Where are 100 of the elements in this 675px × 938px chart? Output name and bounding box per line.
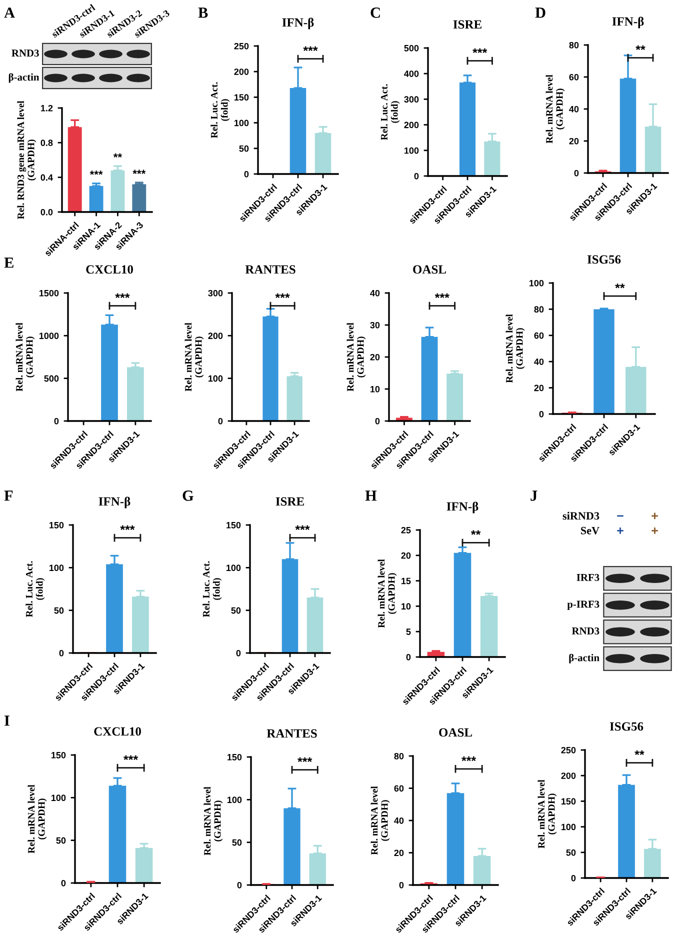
text: H [365, 490, 377, 501]
y-axis-title: Rel. mRNA level (GAPDH) [184, 322, 204, 392]
y-tick-label: 50 [54, 607, 64, 614]
annotation: *** [298, 757, 312, 762]
category-label: RND3 [12, 50, 39, 57]
y-tick-label: 5 [406, 628, 411, 635]
text: + [652, 527, 658, 534]
y-tick-label: 200 [404, 122, 419, 128]
y-tick-label: 0 [571, 874, 576, 882]
y-tick-label: 100 [227, 796, 242, 804]
y-tick-label: 100 [404, 147, 419, 154]
y-tick-label: 80 [569, 42, 579, 48]
y-tick-label: 0 [375, 418, 380, 424]
y-tick-label: 250 [234, 42, 249, 50]
y-tick-label: 500 [44, 375, 59, 382]
chart-title: ISRE [276, 497, 304, 506]
annotation: ** [634, 750, 644, 755]
y-axis-title: Rel. mRNA level (GAPDH) [538, 780, 557, 848]
text: D [535, 8, 546, 18]
y-tick-label: 80 [534, 306, 544, 313]
y-axis-title: Rel. Luc. Act. (fold) [210, 82, 230, 138]
y-tick-label: 50 [566, 849, 576, 856]
chart-title: IFN-β [446, 502, 478, 514]
annotation: ** [636, 45, 646, 50]
category-label: β-actin [569, 654, 600, 664]
y-axis-title: Rel. mRNA level (GAPDH) [546, 74, 565, 144]
text: B [198, 8, 208, 18]
y-tick-label: 0 [414, 172, 419, 180]
y-tick-label: 0 [574, 170, 579, 176]
annotation: *** [462, 756, 476, 762]
y-axis-title: Rel. mRNA level (GAPDH) [204, 786, 223, 856]
y-tick-label: 30 [370, 322, 380, 328]
chart-title: ISG56 [610, 722, 644, 731]
chart-title: IFN-β [98, 496, 130, 508]
y-tick-label: 150 [561, 798, 576, 805]
y-axis-title: Rel. mRNA level (GAPDH) [16, 322, 35, 392]
y-tick-label: 10 [370, 386, 380, 392]
category-label: RND3 [572, 627, 600, 634]
y-tick-label: 60 [534, 332, 544, 339]
y-tick-label: 0 [54, 418, 59, 424]
y-tick-label: 0 [236, 650, 241, 656]
y-tick-label: 20 [534, 384, 544, 392]
y-tick-label: 100 [49, 564, 64, 572]
annotation: *** [434, 293, 450, 298]
y-tick-label: 200 [234, 68, 249, 75]
y-tick-label: 20 [370, 354, 380, 360]
annotation: *** [303, 46, 318, 51]
y-tick-label: 200 [561, 772, 576, 779]
y-tick-label: 50 [231, 607, 241, 614]
y-axis-title: Rel. Luc. Act. (fold) [380, 84, 400, 140]
y-axis-title: Rel. Luc. Act. (fold) [26, 561, 45, 618]
chart-title: RANTES [266, 729, 317, 738]
y-axis-title: Rel. mRNA level (GAPDH) [346, 322, 366, 392]
text: siRND3 [562, 512, 600, 520]
y-axis-title: Rel. mRNA level (GAPDH) [28, 784, 47, 854]
annotation: *** [124, 755, 138, 760]
chart-title: RANTES [245, 265, 296, 274]
data-label: ** [113, 153, 122, 158]
y-tick-label: 1500 [39, 290, 59, 296]
y-tick-label: 0 [218, 418, 223, 424]
y-tick-label: 300 [404, 96, 419, 103]
y-tick-label: 0.8 [40, 140, 53, 146]
y-tick-label: 300 [208, 290, 223, 296]
y-tick-label: 0 [237, 882, 242, 888]
y-tick-label: 150 [49, 522, 64, 528]
text: E [4, 258, 14, 268]
y-tick-label: 40 [534, 358, 544, 365]
y-axis-title: Rel. mRNA level (GAPDH) [370, 786, 390, 855]
y-tick-label: 100 [208, 375, 223, 382]
y-tick-label: 100 [226, 564, 241, 572]
chart-title: IFN-β [282, 18, 314, 30]
y-tick-label: 50 [239, 145, 249, 152]
chart-title: ISRE [453, 20, 482, 29]
chart-title: CXCL10 [94, 727, 141, 736]
text: + [652, 512, 658, 520]
annotation: ** [615, 284, 625, 288]
y-tick-label: 20 [401, 552, 411, 559]
y-tick-label: 20 [569, 138, 579, 144]
category-label: β-actin [8, 73, 40, 83]
chart-title: OASL [413, 265, 446, 274]
y-tick-label: 500 [404, 44, 419, 52]
text: I [4, 716, 10, 726]
annotation: *** [120, 525, 135, 530]
category-label: p-IRF3 [567, 600, 600, 610]
data-label: *** [90, 170, 103, 175]
text: SeV [581, 526, 600, 534]
y-tick-label: 100 [529, 280, 544, 286]
text: + [617, 527, 624, 534]
text: J [530, 490, 538, 501]
annotation: *** [295, 525, 310, 530]
category-label: IRF3 [576, 574, 600, 581]
y-tick-label: 0 [244, 170, 249, 178]
y-tick-label: 50 [56, 837, 66, 844]
y-tick-label: 60 [394, 785, 404, 792]
y-tick-label: 40 [394, 817, 404, 824]
y-tick-label: 150 [226, 522, 241, 528]
y-tick-label: 0.0 [40, 208, 53, 216]
text: A [4, 8, 15, 18]
annotation: ** [470, 530, 481, 535]
y-tick-label: 0.4 [40, 174, 53, 181]
